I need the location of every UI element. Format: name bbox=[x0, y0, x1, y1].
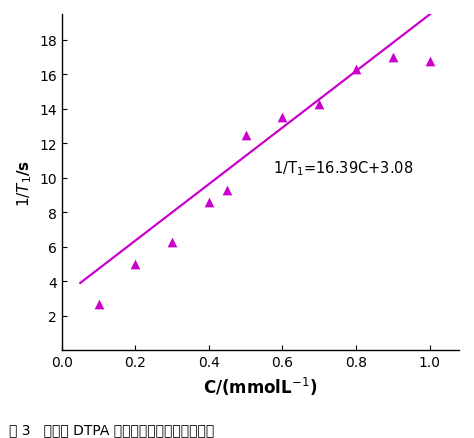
Point bbox=[426, 58, 433, 65]
Text: 1/T$_1$=16.39C+3.08: 1/T$_1$=16.39C+3.08 bbox=[273, 159, 414, 178]
Point bbox=[279, 115, 286, 122]
Y-axis label: $1/T_1$/s: $1/T_1$/s bbox=[15, 159, 34, 206]
Point bbox=[352, 67, 360, 74]
Point bbox=[316, 101, 323, 108]
Point bbox=[242, 132, 249, 139]
Point bbox=[95, 300, 102, 307]
Text: 图 3   氮氧化 DTPA 二异丙胺双酰胺钆配合物的: 图 3 氮氧化 DTPA 二异丙胺双酰胺钆配合物的 bbox=[9, 423, 215, 437]
Point bbox=[168, 238, 176, 245]
Point bbox=[224, 187, 231, 194]
Point bbox=[205, 199, 213, 206]
Point bbox=[132, 261, 139, 268]
Point bbox=[389, 54, 397, 61]
X-axis label: C/(mmolL$^{-1}$): C/(mmolL$^{-1}$) bbox=[203, 374, 318, 397]
